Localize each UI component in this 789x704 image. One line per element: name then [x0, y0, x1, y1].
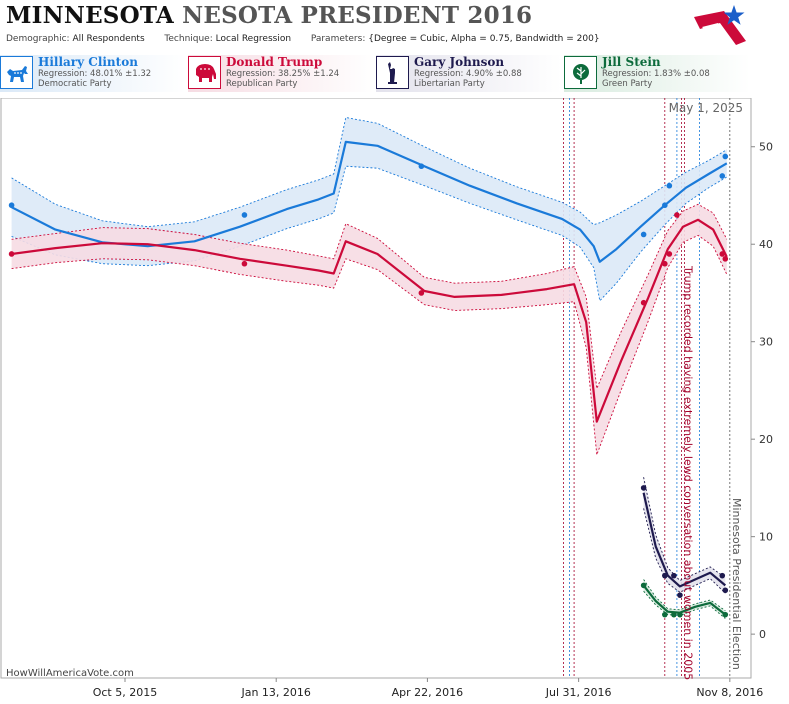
technique-value: Local Regression [215, 34, 292, 44]
poll-point [677, 592, 683, 598]
poll-point [666, 251, 673, 257]
poll-point [722, 256, 729, 262]
regression-line [11, 140, 728, 263]
band-upper [643, 477, 726, 582]
poll-chart: 0 10 20 30 40 50 Oct 5, 2015 Jan 13, 2016 Apr 22… [0, 98, 773, 699]
band-upper [11, 116, 728, 228]
poll-point [722, 153, 729, 160]
demographic-label: Demographic: [6, 34, 70, 44]
poll-point [722, 587, 729, 594]
regression-line [642, 492, 727, 588]
title-sub: NESOTA PRESIDENT 2016 [182, 2, 533, 29]
poll-point [8, 251, 15, 257]
poll-point [677, 611, 683, 618]
parameters-line: Demographic: All Respondents Technique: … [6, 34, 600, 44]
poll-point [662, 611, 668, 618]
x-tick-label: Jul 31, 2016 [545, 686, 612, 699]
regression-lines [11, 140, 728, 616]
poll-point [719, 251, 726, 257]
poll-point [241, 260, 248, 267]
regression-line [11, 218, 728, 423]
annotations: May 1, 2025 Trump recorded having extreme… [669, 101, 743, 680]
band-upper [643, 579, 726, 612]
poll-point [418, 163, 425, 170]
annotation-label: Minnesota Presidential Election [730, 498, 743, 670]
poll-point [666, 182, 673, 189]
candidate-name: Hillary Clinton [38, 55, 138, 69]
legend-item-stein[interactable]: Jill Stein Regression: 1.83% ±0.08 Green… [564, 55, 750, 92]
candidate-party: Libertarian Party [414, 79, 485, 89]
poll-point [418, 290, 425, 296]
y-tick-label: 50 [759, 141, 773, 154]
y-tick-label: 10 [759, 531, 773, 544]
candidate-name: Jill Stein [602, 55, 661, 69]
x-tick-label: Oct 5, 2015 [93, 686, 158, 699]
poll-point [671, 572, 677, 579]
axes: 0 10 20 30 40 50 Oct 5, 2015 Jan 13, 2016 Apr 22… [93, 141, 773, 699]
leaf-icon [564, 56, 597, 89]
parameters-label: Parameters: [310, 34, 366, 44]
legend-item-johnson[interactable]: Gary Johnson Regression: 4.90% ±0.88 Lib… [376, 55, 562, 92]
confidence-band [11, 204, 727, 455]
x-tick-label: Nov 8, 2016 [696, 686, 763, 699]
liberty-statue-icon [376, 56, 409, 89]
plot-area [0, 98, 752, 679]
band-lower [11, 165, 728, 302]
donkey-icon [0, 56, 33, 89]
candidate-regression: Regression: 48.01% ±1.32 [38, 69, 152, 79]
y-tick-label: 0 [759, 628, 766, 641]
band-upper [11, 203, 728, 391]
parameters-value: {Degree = Cubic, Alpha = 0.75, Bandwidth… [368, 34, 600, 44]
candidate-regression: Regression: 1.83% ±0.08 [602, 69, 710, 79]
annotation-label: Trump recorded having extremely lewd con… [681, 265, 694, 680]
poll-point [640, 231, 647, 238]
candidate-name: Donald Trump [226, 55, 323, 69]
y-tick-label: 20 [759, 433, 773, 446]
poll-point [241, 212, 248, 218]
site-logo-icon[interactable] [690, 3, 750, 51]
page-title: MINNESOTA NESOTA PRESIDENT 2016 [6, 2, 532, 29]
poll-point [674, 212, 680, 218]
legend-item-clinton[interactable]: Hillary Clinton Regression: 48.01% ±1.32… [0, 55, 186, 92]
poll-point [719, 572, 726, 579]
candidate-party: Republican Party [226, 79, 298, 89]
candidate-party: Green Party [602, 79, 653, 89]
poll-point [640, 485, 647, 491]
candidate-name: Gary Johnson [414, 55, 505, 69]
title-main: MINNESOTA [6, 2, 174, 29]
poll-point [8, 202, 15, 209]
x-tick-label: Jan 13, 2016 [240, 686, 310, 699]
poll-point [719, 173, 726, 179]
candidate-legend: Hillary Clinton Regression: 48.01% ±1.32… [0, 55, 789, 92]
date-label: May 1, 2025 [669, 101, 743, 115]
poll-points [8, 153, 729, 618]
poll-point [662, 202, 668, 209]
candidate-party: Democratic Party [38, 79, 112, 89]
x-tick-label: Apr 22, 2016 [392, 686, 464, 699]
poll-point [662, 260, 668, 267]
legend-item-trump[interactable]: Donald Trump Regression: 38.25% ±1.24 Re… [188, 55, 374, 92]
header: MINNESOTA NESOTA PRESIDENT 2016 Demograp… [0, 0, 789, 52]
y-tick-label: 40 [759, 238, 773, 251]
demographic-value: All Respondents [72, 34, 145, 44]
poll-point [662, 572, 668, 579]
poll-point [722, 611, 729, 618]
candidate-regression: Regression: 4.90% ±0.88 [414, 69, 522, 79]
y-tick-label: 30 [759, 336, 773, 349]
poll-point [640, 299, 647, 306]
candidate-regression: Regression: 38.25% ±1.24 [226, 69, 340, 79]
poll-point [671, 611, 677, 618]
poll-point [640, 582, 647, 589]
elephant-icon [188, 56, 221, 89]
technique-label: Technique: [164, 34, 213, 44]
site-watermark[interactable]: HowWillAmericaVote.com [6, 668, 134, 679]
